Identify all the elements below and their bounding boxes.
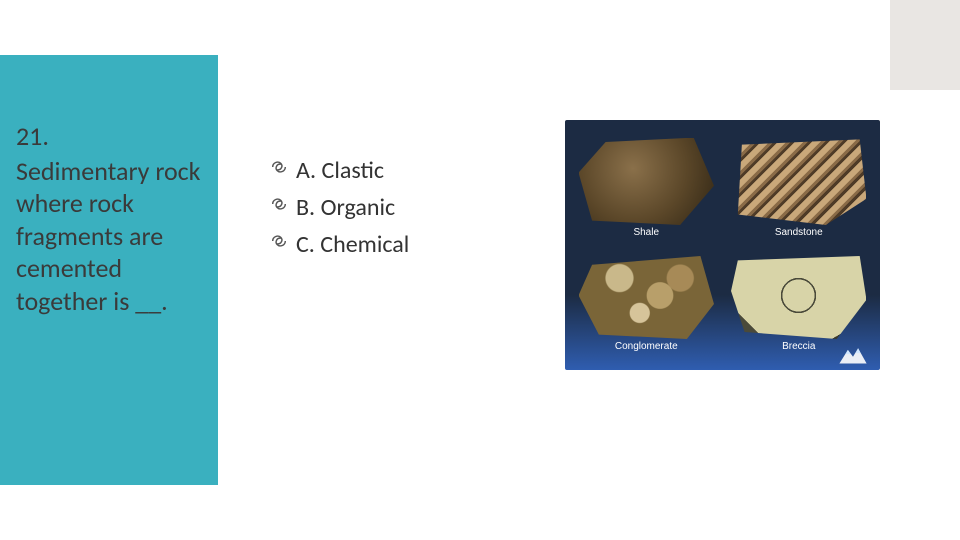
rock-label: Conglomerate (615, 341, 678, 352)
answer-option-a: A. Clastic (270, 152, 409, 189)
answer-label: Clastic (322, 152, 384, 189)
swirl-bullet-icon (270, 229, 292, 260)
rock-cell-shale: Shale (571, 126, 722, 238)
swirl-bullet-icon (270, 155, 292, 186)
rock-image-grid: Shale Sandstone Conglomerate Breccia (565, 120, 880, 370)
answer-label: Chemical (320, 226, 409, 263)
answer-list: A. Clastic B. Organic C. Chemical (270, 152, 409, 264)
rock-image-sandstone (731, 138, 866, 225)
page-edge-decoration (890, 0, 960, 90)
rock-cell-sandstone: Sandstone (724, 126, 875, 238)
rock-image-breccia (731, 252, 866, 339)
answer-option-b: B. Organic (270, 189, 409, 226)
answer-letter: C. (296, 226, 315, 263)
answer-option-c: C. Chemical (270, 226, 409, 263)
answer-letter: B. (296, 189, 315, 226)
answer-label: Organic (321, 189, 396, 226)
answer-letter: A. (296, 152, 316, 189)
question-text: Sedimentary rock where rock fragments ar… (16, 155, 201, 317)
swirl-bullet-icon (270, 192, 292, 223)
rock-cell-conglomerate: Conglomerate (571, 240, 722, 352)
question-block: 21. Sedimentary rock where rock fragment… (16, 120, 216, 317)
slide: 21. Sedimentary rock where rock fragment… (0, 0, 960, 540)
question-number: 21. (16, 120, 216, 153)
rock-label: Breccia (782, 341, 815, 352)
rock-image-shale (579, 138, 714, 225)
rock-image-conglomerate (579, 252, 714, 339)
rock-label: Sandstone (775, 227, 823, 238)
mountain-logo-icon (836, 344, 870, 366)
rock-label: Shale (633, 227, 659, 238)
rock-cell-breccia: Breccia (724, 240, 875, 352)
